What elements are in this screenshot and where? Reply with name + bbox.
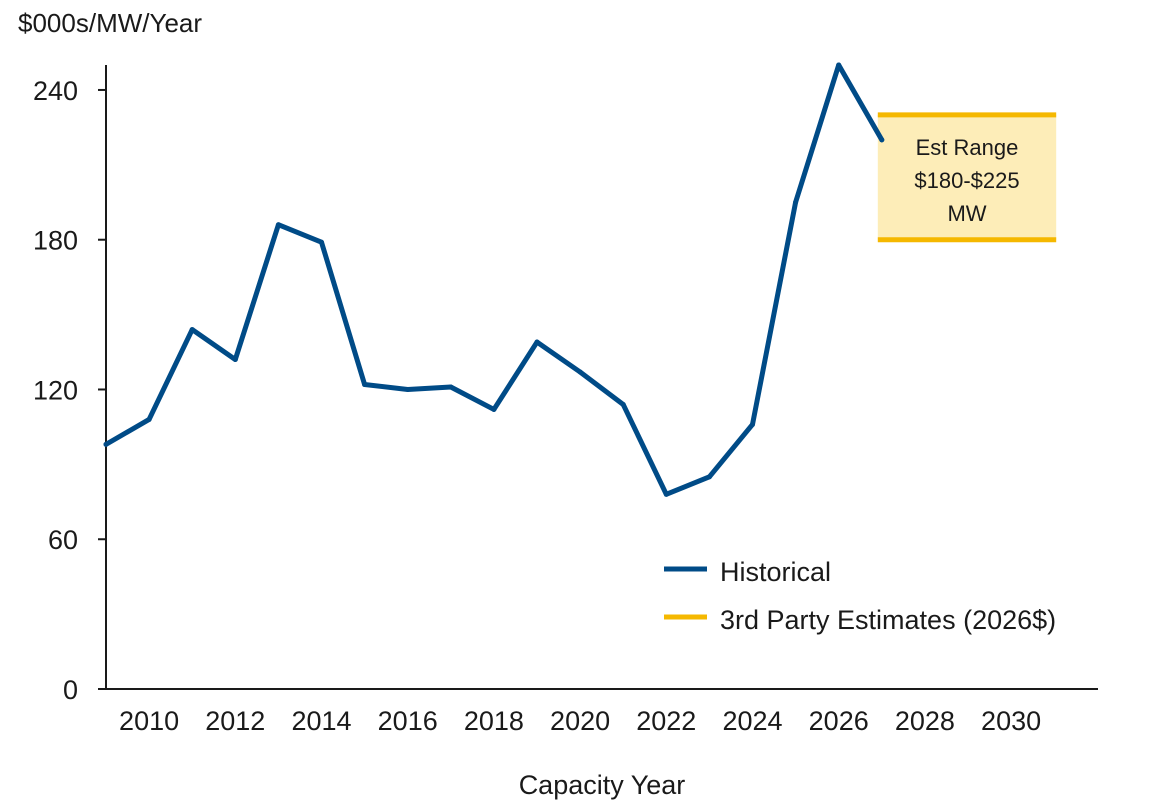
- y-axis-title: $000s/MW/Year: [18, 8, 202, 38]
- legend-label-historical: Historical: [720, 557, 831, 587]
- data-point: [319, 239, 324, 245]
- x-tick-label: 2020: [550, 706, 610, 736]
- x-tick-label: 2028: [895, 706, 955, 736]
- series-line-historical: [103, 62, 885, 497]
- data-point: [362, 381, 368, 387]
- data-point: [663, 491, 669, 497]
- x-tick-label: 2026: [809, 706, 869, 736]
- y-tick-label: 180: [33, 226, 78, 256]
- data-point: [189, 327, 195, 333]
- x-tick-label: 2014: [291, 706, 351, 736]
- data-point: [836, 62, 842, 68]
- data-point: [534, 339, 540, 345]
- data-point: [448, 384, 454, 390]
- y-axis-ticks: 0 60 120 180 240: [33, 76, 106, 705]
- y-tick-label: 120: [33, 375, 78, 405]
- data-point: [491, 406, 497, 412]
- x-tick-label: 2010: [119, 706, 179, 736]
- legend-label-estimates: 3rd Party Estimates (2026$): [720, 605, 1056, 635]
- series-lines: [103, 62, 885, 497]
- y-tick-label: 0: [63, 675, 78, 705]
- x-tick-label: 2030: [981, 706, 1041, 736]
- estimate-annotation-line: $180-$225: [914, 168, 1019, 193]
- data-point: [405, 386, 411, 392]
- x-axis-title: Capacity Year: [519, 770, 686, 800]
- x-tick-label: 2022: [636, 706, 696, 736]
- data-point: [620, 401, 626, 407]
- data-point: [146, 416, 152, 422]
- x-axis-ticks: 2010 2012 2014 2016 2018 2020 2022 2024 2026 2028…: [119, 706, 1041, 736]
- data-point: [103, 441, 109, 447]
- data-point: [793, 199, 799, 205]
- data-point: [275, 222, 281, 228]
- data-point: [577, 369, 583, 375]
- y-tick-label: 240: [33, 76, 78, 106]
- series-points: [103, 62, 885, 497]
- estimate-annotation-line: MW: [947, 201, 986, 226]
- data-point: [232, 357, 238, 363]
- x-tick-label: 2012: [205, 706, 265, 736]
- estimate-annotation-line: Est Range: [916, 135, 1019, 160]
- data-point: [750, 421, 755, 427]
- legend: Historical 3rd Party Estimates (2026$): [664, 557, 1056, 635]
- x-tick-label: 2024: [722, 706, 782, 736]
- data-point: [706, 474, 712, 480]
- estimate-band: Est Range $180-$225 MW: [877, 112, 1057, 243]
- y-tick-label: 60: [48, 525, 78, 555]
- data-point: [879, 137, 885, 143]
- estimate-band-fill: [877, 114, 1057, 240]
- x-tick-label: 2016: [378, 706, 438, 736]
- x-tick-label: 2018: [464, 706, 524, 736]
